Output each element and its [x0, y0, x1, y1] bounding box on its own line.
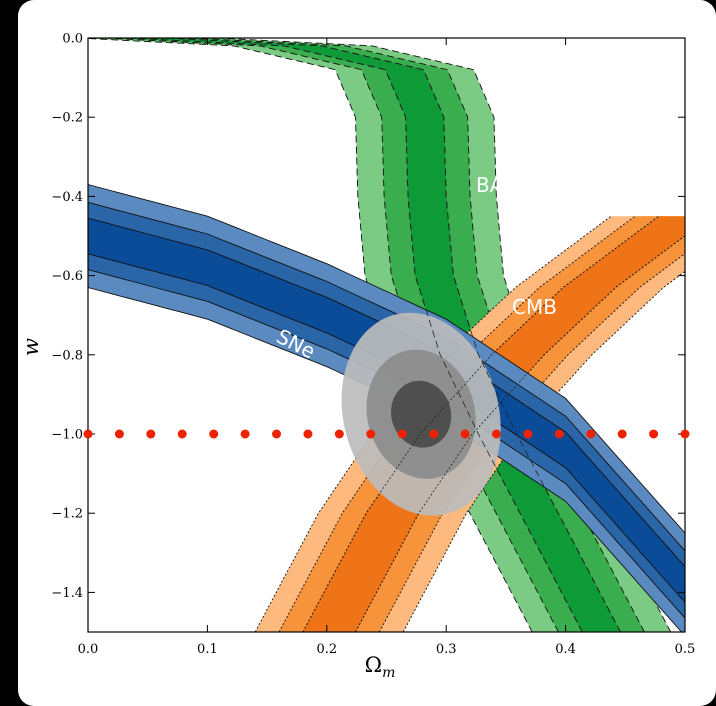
lcdm-point [523, 429, 533, 439]
lcdm-point [177, 429, 187, 439]
bao-label: BAO [476, 173, 519, 197]
lcdm-point [460, 429, 470, 439]
x-tick-label: 0.5 [675, 642, 696, 657]
lcdm-point [586, 429, 596, 439]
x-tick-label: 0.4 [555, 642, 576, 657]
bao-overlay-line-2 [128, 38, 583, 632]
lcdm-point [617, 429, 627, 439]
x-tick-label: 0.1 [197, 642, 218, 657]
lcdm-point [366, 429, 376, 439]
sne-contour-line-3-a [88, 184, 685, 534]
cmb-contour-line-3-a [402, 270, 685, 632]
bao-contour-line-3-b [88, 38, 533, 632]
cmb-contour-line-2-b [278, 215, 636, 632]
y-tick-label: 0.0 [62, 32, 83, 47]
x-axis-subscript: m [382, 665, 395, 681]
cmb-contour-line-2-a [378, 253, 685, 632]
lcdm-point [491, 429, 501, 439]
plot-area [88, 38, 685, 632]
x-tick-label: 0.3 [436, 642, 457, 657]
x-tick-label: 0.0 [78, 642, 99, 657]
lcdm-point [649, 429, 659, 439]
cmb-label: CMB [512, 295, 557, 319]
lcdm-point [680, 429, 690, 439]
sne-band-level-1 [88, 218, 685, 603]
y-tick-label: −0.6 [51, 269, 83, 284]
plot-frame [87, 37, 686, 633]
y-tick-label: −0.4 [51, 190, 83, 205]
y-tick-label: −1.2 [51, 507, 83, 522]
lcdm-point [429, 429, 439, 439]
y-tick-label: −1.4 [51, 586, 83, 601]
bao-contour-line-3-a [216, 38, 672, 632]
x-tick-label: 0.2 [316, 642, 337, 657]
x-axis-symbol: Ω [365, 653, 382, 677]
x-axis-title: Ωm [365, 653, 396, 681]
sne-band-level-2 [88, 202, 685, 619]
bao-overlay-line-1 [166, 38, 621, 632]
lcdm-point [397, 429, 407, 439]
lcdm-point [303, 429, 313, 439]
y-axis-title: w [19, 338, 43, 356]
sne-contour-line-2-a [88, 201, 685, 552]
lcdm-point [146, 429, 156, 439]
cmb-overlay-line-2 [302, 215, 659, 632]
y-tick-label: −0.2 [51, 111, 83, 126]
axis-ticks: 0.0 0.1 0.2 0.3 0.4 0.5 0.0 −0.2 −0.4 −0.6 −0.8 −1.… [51, 32, 695, 658]
y-tick-label: −0.8 [51, 348, 83, 363]
lcdm-point [83, 429, 93, 439]
y-tick-label: −1.0 [51, 428, 83, 443]
cmb-band-level-1 [302, 216, 685, 632]
lcdm-point [209, 429, 219, 439]
lcdm-point [114, 429, 124, 439]
lcdm-point [272, 429, 282, 439]
lcdm-points [83, 429, 690, 439]
lcdm-point [240, 429, 250, 439]
bao-contour-line-2-a [190, 38, 645, 632]
cmb-overlay-line-1 [355, 235, 685, 632]
cmb-contour-line-3-b [254, 215, 612, 632]
bao-band-level-1 [128, 38, 621, 632]
lcdm-point [554, 429, 564, 439]
bao-contour-line-2-b [104, 38, 559, 632]
lcdm-point [334, 429, 344, 439]
